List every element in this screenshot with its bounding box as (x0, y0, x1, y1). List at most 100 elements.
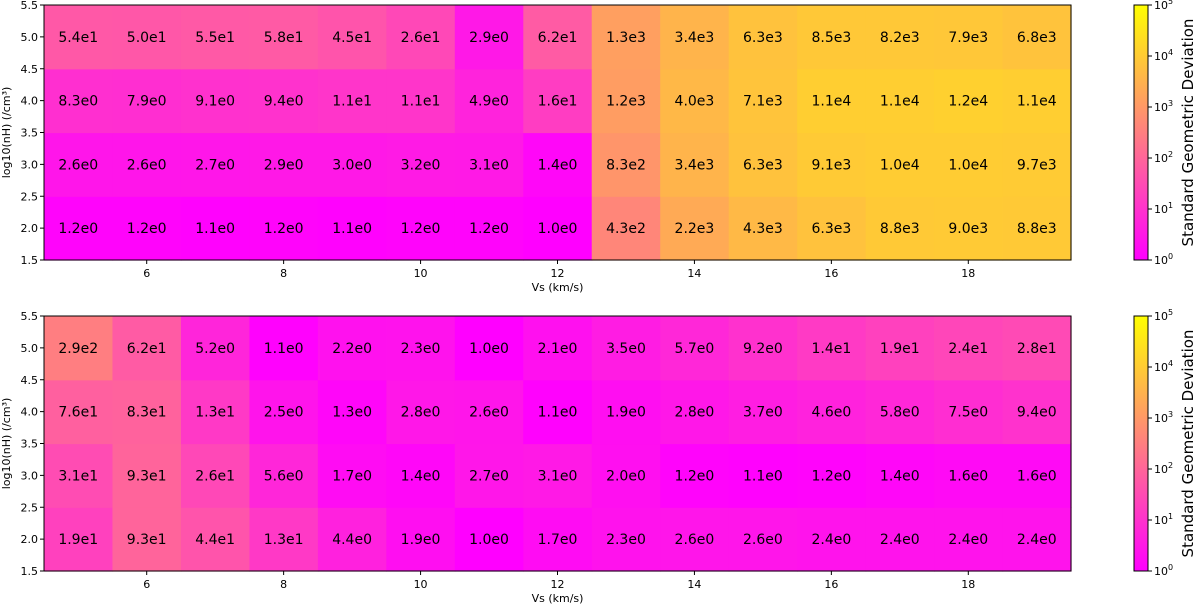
heatmap-cell (112, 5, 182, 70)
heatmap-cell (728, 443, 798, 508)
heatmap-cell (934, 5, 1004, 70)
heatmap-cell (112, 443, 182, 508)
cell-value-label: 2.7e0 (195, 157, 235, 173)
cell-value-label: 1.2e0 (401, 221, 441, 237)
heatmap-cell (317, 196, 387, 261)
colorbar-tick-label: 102 (1154, 461, 1173, 476)
heatmap-cell (797, 507, 867, 572)
x-tick-label: 8 (280, 578, 287, 591)
cell-value-label: 2.6e1 (195, 468, 235, 484)
heatmap-cell (523, 443, 593, 508)
cell-value-label: 1.2e0 (264, 221, 304, 237)
heatmap-cell (660, 68, 730, 134)
colorbar-tick-label: 104 (1154, 48, 1173, 63)
cell-value-label: 4.4e0 (332, 532, 372, 548)
heatmap-cell (728, 379, 798, 445)
cell-value-label: 2.2e0 (332, 341, 372, 357)
cell-value-label: 4.0e3 (675, 94, 715, 110)
heatmap-cell (386, 443, 456, 508)
cell-value-label: 1.9e1 (58, 532, 98, 548)
y-tick-label: 2.0 (21, 533, 39, 546)
cell-value-label: 1.1e0 (264, 341, 304, 357)
colorbar (1133, 315, 1149, 572)
y-tick-label: 4.5 (21, 374, 39, 387)
heatmap-cell (454, 5, 524, 70)
cell-value-label: 2.8e0 (675, 405, 715, 421)
heatmap-cell (44, 5, 114, 70)
heatmap-cell (44, 196, 114, 261)
cell-value-label: 4.9e0 (469, 94, 509, 110)
cell-value-label: 2.2e3 (675, 221, 715, 237)
colorbar-tick-label: 102 (1154, 150, 1173, 165)
heatmap-cell (180, 507, 250, 572)
cell-value-label: 8.3e0 (58, 94, 98, 110)
cell-value-label: 1.1e1 (332, 94, 372, 110)
colorbar-tick-label: 103 (1154, 99, 1173, 114)
cell-value-label: 1.3e1 (264, 532, 304, 548)
cell-value-label: 7.5e0 (948, 405, 988, 421)
cell-value-label: 7.6e1 (58, 405, 98, 421)
cell-value-label: 9.2e0 (743, 341, 783, 357)
heatmap-cell (660, 443, 730, 508)
cell-value-label: 2.6e0 (469, 405, 509, 421)
cell-value-label: 1.9e0 (606, 405, 646, 421)
cell-value-label: 5.6e0 (264, 468, 304, 484)
heatmap-cell (44, 507, 114, 572)
heatmap-cell (249, 68, 319, 134)
cell-value-label: 2.3e0 (606, 532, 646, 548)
colorbar-tick-label: 101 (1154, 201, 1173, 216)
cell-value-label: 1.1e0 (332, 221, 372, 237)
cell-value-label: 5.7e0 (675, 341, 715, 357)
cell-value-label: 1.4e0 (880, 468, 920, 484)
heatmap-cell (523, 316, 593, 381)
heatmap-cell (728, 5, 798, 70)
cell-value-label: 7.9e0 (127, 94, 167, 110)
cell-value-label: 6.3e3 (743, 157, 783, 173)
heatmap-cell (660, 132, 730, 197)
cell-value-label: 6.2e1 (127, 341, 167, 357)
heatmap-cell (180, 68, 250, 134)
heatmap-cell (1002, 68, 1072, 134)
y-tick-label: 1.5 (21, 565, 39, 578)
cell-value-label: 5.4e1 (58, 30, 98, 46)
heatmap-cell (112, 196, 182, 261)
heatmap-cell (317, 316, 387, 381)
heatmap-cell (454, 443, 524, 508)
heatmap-cell (386, 379, 456, 445)
heatmap-cell (728, 196, 798, 261)
y-axis-label: log10(nH) (/cm³) (0, 398, 13, 490)
cell-value-label: 1.0e4 (880, 157, 920, 173)
cell-value-label: 5.5e1 (195, 30, 235, 46)
x-axis-label: Vs (km/s) (532, 281, 584, 294)
colorbar-label: Standard Geometric Deviation (1179, 330, 1197, 558)
cell-value-label: 1.9e0 (401, 532, 441, 548)
y-tick-label: 3.5 (21, 127, 39, 140)
heatmap-cell (454, 132, 524, 197)
cell-value-label: 1.4e0 (401, 468, 441, 484)
cell-value-label: 1.9e1 (880, 341, 920, 357)
heatmap-cell (180, 316, 250, 381)
heatmap-cell (44, 316, 114, 381)
cell-value-label: 1.2e3 (606, 94, 646, 110)
cell-value-label: 6.3e3 (811, 221, 851, 237)
y-tick-label: 5.0 (21, 342, 39, 355)
y-tick-label: 2.0 (21, 222, 39, 235)
x-tick-label: 8 (280, 267, 287, 280)
heatmap-cell (1002, 379, 1072, 445)
cell-value-label: 1.1e1 (401, 94, 441, 110)
cell-value-label: 2.4e1 (948, 341, 988, 357)
y-tick-label: 4.0 (21, 406, 39, 419)
y-tick-label: 4.5 (21, 63, 39, 76)
colorbar-tick-label: 104 (1154, 359, 1173, 374)
cell-value-label: 2.3e0 (401, 341, 441, 357)
cell-value-label: 8.8e3 (880, 221, 920, 237)
cell-value-label: 2.1e0 (538, 341, 578, 357)
heatmap-cell (454, 316, 524, 381)
heatmap-cell (317, 507, 387, 572)
cell-value-label: 9.1e0 (195, 94, 235, 110)
y-tick-label: 5.5 (21, 310, 39, 323)
cell-value-label: 8.8e3 (1017, 221, 1057, 237)
heatmap-cell (112, 507, 182, 572)
cell-value-label: 1.1e4 (1017, 94, 1057, 110)
cell-value-label: 1.2e4 (948, 94, 988, 110)
